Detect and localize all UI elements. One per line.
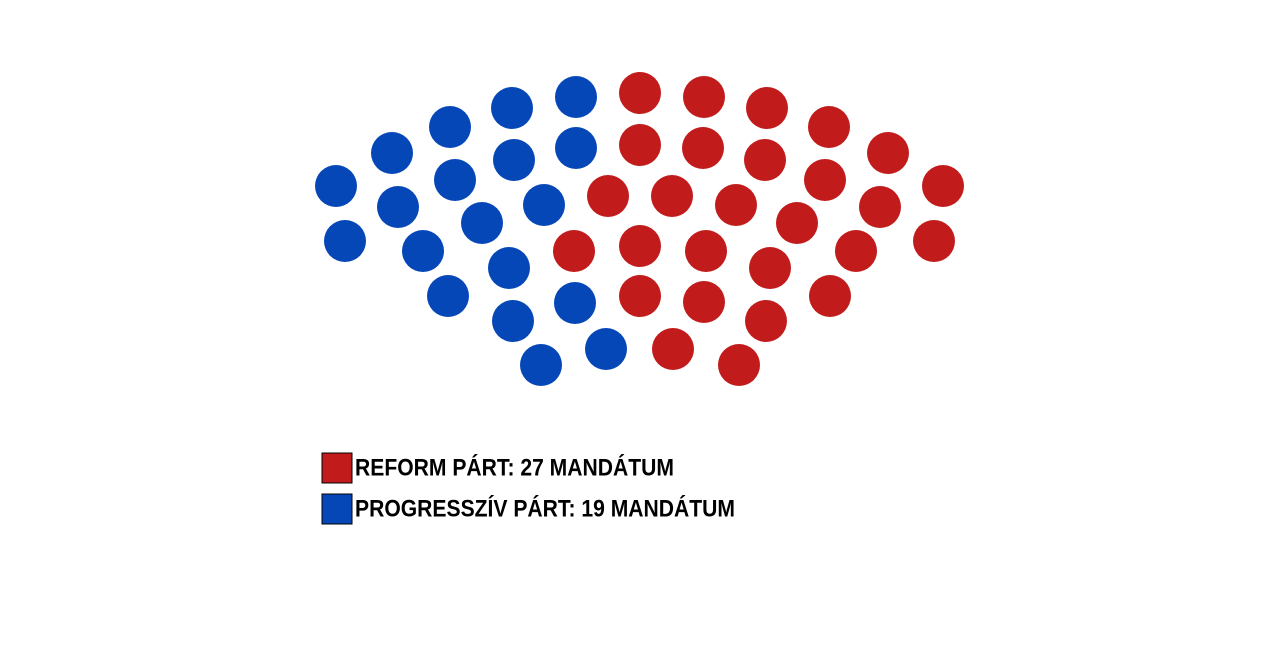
seat [427,275,469,317]
seat [744,139,786,181]
legend-label: REFORM PÁRT: 27 MANDÁTUM [355,454,674,481]
seat [324,220,366,262]
seat [371,132,413,174]
seat [749,247,791,289]
legend-swatch [321,452,353,484]
seat [585,328,627,370]
seat [429,106,471,148]
seat [922,165,964,207]
seat [652,328,694,370]
seat [835,230,877,272]
seat [685,230,727,272]
seat [555,76,597,118]
seat [434,159,476,201]
seat [715,184,757,226]
seat [619,225,661,267]
seat [553,230,595,272]
seat [619,124,661,166]
legend-swatch [321,493,353,525]
seat [555,127,597,169]
seat [377,186,419,228]
legend-label: PROGRESSZÍV PÁRT: 19 MANDÁTUM [355,495,735,522]
seat [718,344,760,386]
seat [493,139,535,181]
seat [683,76,725,118]
seat [554,282,596,324]
seat [804,159,846,201]
seat [745,300,787,342]
seat [520,344,562,386]
seat [867,132,909,174]
seat [619,72,661,114]
seat [651,175,693,217]
seat [913,220,955,262]
seat [587,175,629,217]
seat [859,186,901,228]
seat [682,127,724,169]
seat [746,87,788,129]
seat [491,87,533,129]
seat [619,275,661,317]
seat [809,275,851,317]
seat [808,106,850,148]
seat [683,281,725,323]
seat [776,202,818,244]
seat [461,202,503,244]
seat [492,300,534,342]
seat [315,165,357,207]
seat [402,230,444,272]
seat [523,184,565,226]
seat [488,247,530,289]
